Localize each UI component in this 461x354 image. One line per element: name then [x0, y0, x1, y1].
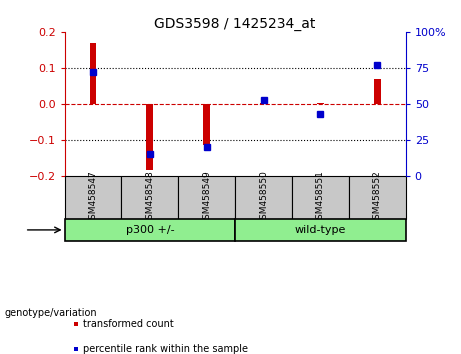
Text: p300 +/-: p300 +/- — [125, 225, 174, 235]
Bar — [65, 219, 235, 241]
Text: GSM458547: GSM458547 — [89, 170, 97, 225]
Title: GDS3598 / 1425234_at: GDS3598 / 1425234_at — [154, 17, 316, 31]
Bar — [349, 176, 406, 219]
Text: GSM458549: GSM458549 — [202, 170, 211, 225]
Bar — [203, 104, 210, 145]
Bar — [121, 176, 178, 219]
Text: GSM458552: GSM458552 — [373, 170, 382, 225]
Text: transformed count: transformed count — [83, 319, 173, 329]
Text: GSM458551: GSM458551 — [316, 170, 325, 225]
Bar — [260, 103, 267, 104]
Text: genotype/variation: genotype/variation — [5, 308, 97, 318]
Bar — [235, 176, 292, 219]
Bar — [147, 104, 153, 171]
Text: GSM458550: GSM458550 — [259, 170, 268, 225]
Bar — [374, 79, 381, 104]
Text: percentile rank within the sample: percentile rank within the sample — [83, 344, 248, 354]
Bar — [89, 43, 96, 104]
Text: GSM458548: GSM458548 — [145, 170, 154, 225]
Bar — [317, 103, 324, 104]
Bar — [292, 176, 349, 219]
Bar — [178, 176, 235, 219]
Text: wild-type: wild-type — [295, 225, 346, 235]
Bar — [65, 176, 121, 219]
Bar — [235, 219, 406, 241]
